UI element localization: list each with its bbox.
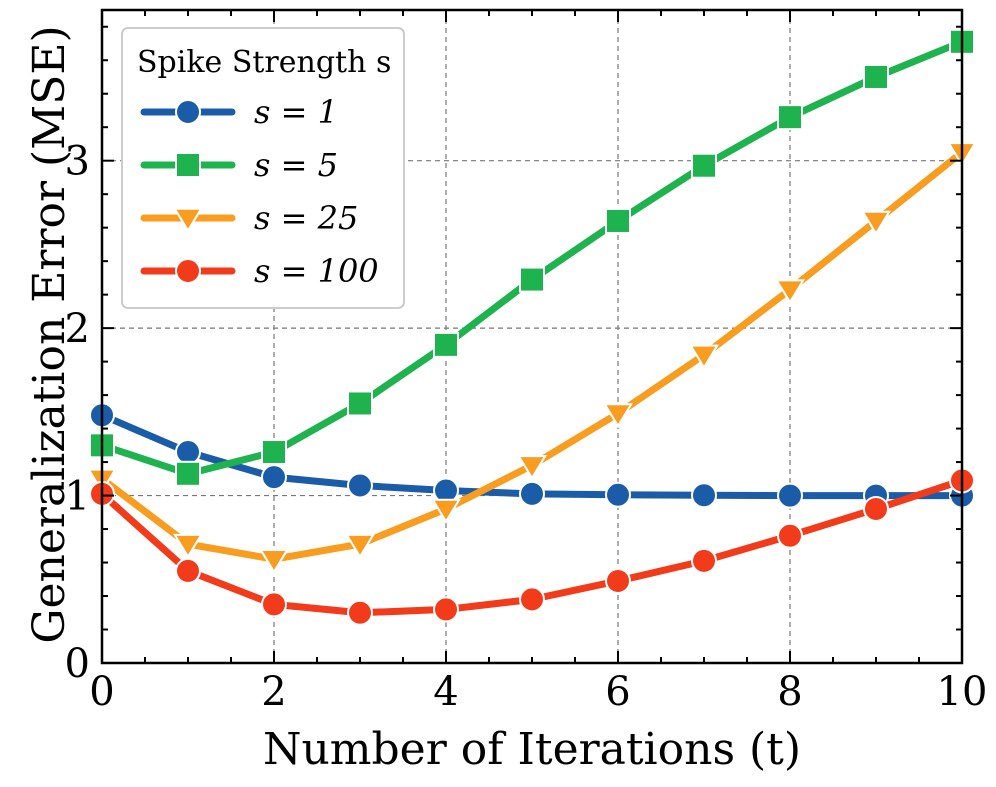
data-point xyxy=(691,547,717,574)
y-axis-title: Generalization Error (MSE) xyxy=(24,25,75,643)
data-point xyxy=(863,63,889,90)
series-3 xyxy=(87,142,977,574)
data-point xyxy=(777,104,803,131)
x-tick-label: 4 xyxy=(433,669,458,715)
data-point xyxy=(259,548,289,574)
legend-marker xyxy=(173,207,203,233)
data-point xyxy=(261,439,287,466)
data-point xyxy=(347,390,373,417)
data-point xyxy=(603,403,633,428)
data-point xyxy=(777,522,803,549)
data-point xyxy=(519,586,545,613)
data-point xyxy=(689,344,719,370)
data-point xyxy=(175,557,201,584)
data-point xyxy=(517,455,547,480)
legend-item: s = 100 xyxy=(140,252,379,290)
legend-label: s = 100 xyxy=(254,252,379,290)
data-point xyxy=(347,599,373,626)
x-tick-label: 2 xyxy=(261,669,286,715)
legend-label: s = 1 xyxy=(254,93,338,131)
y-tick-label: 3 xyxy=(65,139,90,185)
axis-ticks xyxy=(101,10,963,664)
legend-item: s = 5 xyxy=(140,146,338,184)
data-point xyxy=(605,567,631,594)
y-tick-label: 2 xyxy=(65,306,90,352)
x-tick-label: 6 xyxy=(605,669,630,715)
legend-label: s = 5 xyxy=(254,146,338,184)
x-tick-label: 10 xyxy=(937,669,988,715)
data-point xyxy=(519,480,545,507)
data-point xyxy=(605,207,631,234)
legend-item: s = 1 xyxy=(140,93,338,131)
data-point xyxy=(261,464,287,491)
legend-box xyxy=(121,27,405,309)
data-point xyxy=(775,279,805,305)
legend-items: s = 1 s = 5 s = 25 s = 100 xyxy=(140,93,379,290)
legend: Spike Strength s s = 1 s = 5 s = 25 s = 100 xyxy=(121,27,405,309)
x-tick-label: 8 xyxy=(777,669,802,715)
data-point xyxy=(345,533,375,559)
x-axis-title: Number of Iterations (t) xyxy=(263,724,801,775)
tick-labels: 0 2 4 6 8 10 0 1 2 3 xyxy=(65,139,988,715)
data-point xyxy=(175,460,201,487)
legend-title: Spike Strength s xyxy=(137,45,391,80)
data-point xyxy=(863,495,889,522)
data-point xyxy=(691,482,717,509)
data-point xyxy=(261,591,287,618)
data-point xyxy=(173,533,203,559)
data-point xyxy=(433,596,459,623)
data-point xyxy=(691,152,717,179)
x-tick-label: 0 xyxy=(89,669,114,715)
data-point xyxy=(175,439,201,466)
data-point xyxy=(861,210,891,236)
data-point xyxy=(777,482,803,509)
legend-marker xyxy=(175,152,201,178)
data-point xyxy=(519,266,545,293)
legend-marker xyxy=(175,99,201,125)
data-point xyxy=(433,331,459,358)
legend-item: s = 25 xyxy=(140,199,358,237)
legend-marker xyxy=(175,258,201,284)
y-tick-label: 1 xyxy=(65,474,90,520)
data-point xyxy=(347,472,373,499)
legend-label: s = 25 xyxy=(254,199,358,237)
data-point xyxy=(431,498,461,524)
data-point xyxy=(605,481,631,508)
y-tick-label: 0 xyxy=(65,641,90,687)
